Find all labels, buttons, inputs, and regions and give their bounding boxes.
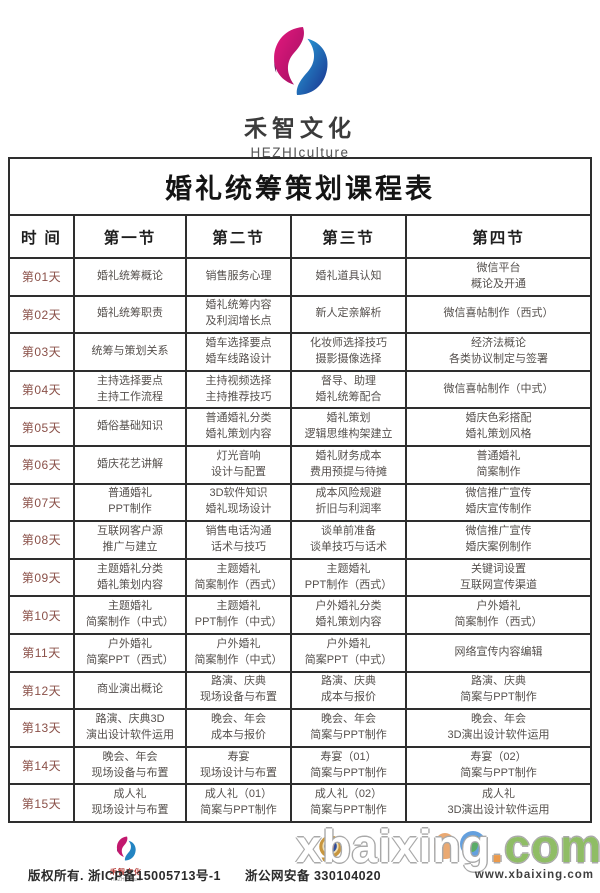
course-cell: 路演、庆典 成本与报价: [292, 672, 405, 709]
page-footer: 禾智文化 HEZHIculture 版权所有. 浙ICP备15005713号-1…: [0, 823, 600, 893]
footer-brand-subtitle: HEZHIculture: [110, 877, 141, 883]
course-cell: 关键词设置 互联网宣传渠道: [407, 559, 590, 596]
course-cell: 户外婚礼 简案制作（西式）: [407, 597, 590, 633]
copyright-text: 版权所有. 浙ICP备15005713号-1: [28, 869, 222, 883]
course-cell: 主持选择要点 主持工作流程: [75, 371, 185, 408]
day-cell: 第13天: [10, 710, 73, 746]
course-cell: 主题婚礼 简案制作（西式）: [187, 559, 290, 596]
footer-brand: 禾智文化 HEZHIculture: [96, 835, 156, 883]
course-cell: 户外婚礼分类 婚礼策划内容: [292, 597, 405, 633]
course-cell: 销售电话沟通 话术与技巧: [187, 522, 290, 558]
course-cell: 户外婚礼 简案PPT（中式）: [292, 634, 405, 671]
course-cell: 谈单前准备 谈单技巧与话术: [292, 522, 405, 558]
course-cell: 销售服务心理: [187, 259, 290, 295]
course-cell: 晚会、年会 简案与PPT制作: [292, 710, 405, 746]
security-record-text: 浙公网安备 330104020: [245, 869, 382, 883]
course-cell: 主题婚礼 PPT制作（中式）: [187, 597, 290, 633]
course-cell: 成本风险规避 折旧与利润率: [292, 484, 405, 521]
course-cell: 晚会、年会 现场设备与布置: [75, 747, 185, 784]
day-cell: 第07天: [10, 484, 73, 521]
course-cell: 成人礼 3D演出设计软件运用: [407, 785, 590, 821]
day-cell: 第15天: [10, 785, 73, 821]
course-cell: 寿宴（01） 简案与PPT制作: [292, 747, 405, 784]
course-cell: 主持视频选择 主持推荐技巧: [187, 371, 290, 408]
day-cell: 第05天: [10, 409, 73, 445]
course-cell: 婚庆色彩搭配 婚礼策划风格: [407, 409, 590, 445]
day-cell: 第14天: [10, 747, 73, 784]
table-title: 婚礼统筹策划课程表: [10, 159, 590, 214]
course-cell: 商业演出概论: [75, 672, 185, 709]
course-cell: 路演、庆典3D 演出设计软件运用: [75, 710, 185, 746]
column-header-session-4: 第四节: [407, 216, 590, 257]
brand-name: 禾智文化: [244, 116, 356, 141]
course-cell: 户外婚礼 简案PPT（西式）: [75, 634, 185, 671]
day-cell: 第11天: [10, 634, 73, 671]
day-cell: 第06天: [10, 446, 73, 483]
day-cell: 第04天: [10, 371, 73, 408]
column-header-time: 时 间: [10, 216, 73, 257]
day-cell: 第03天: [10, 334, 73, 370]
course-cell: 微信平台 概论及开通: [407, 259, 590, 295]
course-cell: 新人定亲解析: [292, 296, 405, 333]
course-cell: 成人礼 现场设计与布置: [75, 785, 185, 821]
day-cell: 第10天: [10, 597, 73, 633]
day-cell: 第12天: [10, 672, 73, 709]
brand-subtitle: HEZHIculture: [250, 145, 350, 160]
course-cell: 经济法概论 各类协议制定与签署: [407, 334, 590, 370]
course-cell: 户外婚礼 简案制作（中式）: [187, 634, 290, 671]
course-cell: 微信喜帖制作（西式）: [407, 296, 590, 333]
day-cell: 第02天: [10, 296, 73, 333]
course-cell: 成人礼（02） 简案与PPT制作: [292, 785, 405, 821]
course-cell: 普通婚礼分类 婚礼策划内容: [187, 409, 290, 445]
course-cell: 婚车选择要点 婚车线路设计: [187, 334, 290, 370]
course-cell: 晚会、年会 3D演出设计软件运用: [407, 710, 590, 746]
column-header-session-3: 第三节: [292, 216, 405, 257]
course-cell: 婚礼财务成本 费用预提与待摊: [292, 446, 405, 483]
course-cell: 晚会、年会 成本与报价: [187, 710, 290, 746]
course-cell: 婚俗基础知识: [75, 409, 185, 445]
course-cell: 婚庆花艺讲解: [75, 446, 185, 483]
day-cell: 第01天: [10, 259, 73, 295]
course-cell: 主题婚礼分类 婚礼策划内容: [75, 559, 185, 596]
course-cell: 化妆师选择技巧 摄影摄像选择: [292, 334, 405, 370]
course-cell: 路演、庆典 现场设备与布置: [187, 672, 290, 709]
footer-brand-name: 禾智文化: [110, 869, 142, 876]
course-cell: 主题婚礼 简案制作（中式）: [75, 597, 185, 633]
course-cell: 普通婚礼 简案制作: [407, 446, 590, 483]
course-cell: 主题婚礼 PPT制作（西式）: [292, 559, 405, 596]
hezhi-swirl-logo-small: [116, 836, 136, 861]
course-cell: 微信推广宣传 婚庆案例制作: [407, 522, 590, 558]
course-cell: 微信推广宣传 婚庆宣传制作: [407, 484, 590, 521]
police-badge-icon: [319, 835, 342, 862]
hezhi-swirl-logo: [274, 26, 328, 96]
course-cell: 普通婚礼 PPT制作: [75, 484, 185, 521]
course-cell: 督导、助理 婚礼统筹配合: [292, 371, 405, 408]
course-cell: 寿宴 现场设计与布置: [187, 747, 290, 784]
course-cell: 婚礼道具认知: [292, 259, 405, 295]
course-cell: 婚礼统筹概论: [75, 259, 185, 295]
day-cell: 第08天: [10, 522, 73, 558]
column-header-session-2: 第二节: [187, 216, 290, 257]
course-cell: 路演、庆典 简案与PPT制作: [407, 672, 590, 709]
course-cell: 灯光音响 设计与配置: [187, 446, 290, 483]
course-cell: 统筹与策划关系: [75, 334, 185, 370]
brand-header: 禾智文化 HEZHIculture: [0, 22, 600, 160]
course-cell: 互联网客户源 推广与建立: [75, 522, 185, 558]
course-cell: 寿宴（02） 简案与PPT制作: [407, 747, 590, 784]
course-cell: 婚礼统筹职责: [75, 296, 185, 333]
course-cell: 微信喜帖制作（中式）: [407, 371, 590, 408]
course-cell: 成人礼（01） 简案与PPT制作: [187, 785, 290, 821]
course-cell: 网络宣传内容编辑: [407, 634, 590, 671]
course-cell: 婚礼策划 逻辑思维构架建立: [292, 409, 405, 445]
column-header-session-1: 第一节: [75, 216, 185, 257]
course-table: 婚礼统筹策划课程表 时 间 第一节 第二节 第三节 第四节 第01天 婚礼统筹概论…: [8, 157, 592, 823]
course-cell: 婚礼统筹内容 及利润增长点: [187, 296, 290, 333]
day-cell: 第09天: [10, 559, 73, 596]
course-cell: 3D软件知识 婚礼现场设计: [187, 484, 290, 521]
